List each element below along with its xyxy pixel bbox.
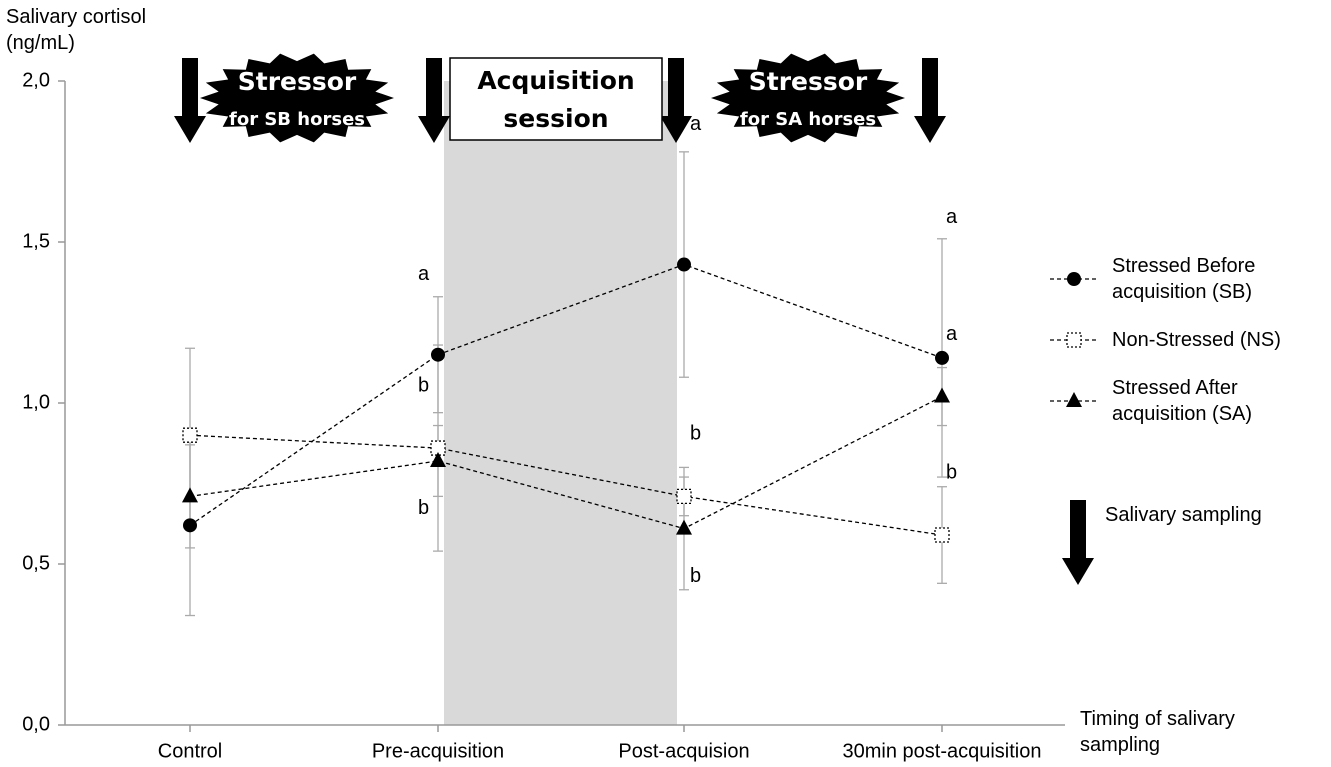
significance-letter: a [946, 323, 958, 345]
acquisition-box [449, 57, 663, 141]
y-tick-label: 0,5 [22, 552, 50, 574]
sampling-arrow [660, 58, 692, 143]
point [676, 519, 692, 535]
y-tick-label: 2,0 [22, 69, 50, 91]
significance-letter: a [418, 263, 430, 285]
point [430, 451, 446, 467]
banner-text: Stressor [749, 67, 868, 96]
point [183, 518, 197, 533]
significance-letter: b [690, 423, 701, 445]
stressor-burst [200, 53, 394, 143]
significance-letter: a [690, 113, 702, 135]
y-tick-label: 0,0 [22, 713, 50, 735]
sampling-arrow [418, 58, 450, 143]
significance-letter: a [946, 206, 958, 228]
legend-label: Non-Stressed (NS) [1112, 329, 1281, 351]
series-line [189, 263, 943, 526]
x-tick-label: Control [158, 740, 222, 762]
banner-text: session [503, 104, 608, 133]
significance-letter: b [418, 374, 429, 396]
x-tick-label: 30min post-acquisition [843, 740, 1042, 762]
sampling-arrow [1062, 500, 1094, 585]
point [182, 487, 198, 503]
x-axis-label: Timing of salivary sampling [1080, 708, 1235, 756]
banner-text: for SA horses [740, 109, 876, 130]
banner-text: for SB horses [229, 109, 365, 130]
y-tick-label: 1,0 [22, 391, 50, 413]
point [934, 387, 950, 403]
legend-marker [1066, 332, 1082, 348]
y-tick-label: 1,5 [22, 230, 50, 252]
legend-marker [1066, 392, 1082, 407]
decorations [174, 53, 1094, 585]
acquisition-shade [444, 81, 677, 725]
legend-label: Stressed After acquisition (SA) [1112, 377, 1253, 425]
series-line [189, 395, 943, 530]
point [677, 257, 691, 272]
significance-letter: b [418, 497, 429, 519]
legend-marker [1067, 272, 1081, 286]
legend-label: Salivary sampling [1105, 504, 1262, 526]
banner-text: Stressor [238, 67, 357, 96]
x-tick-label: Post-acquision [618, 740, 749, 762]
point [430, 440, 446, 456]
point [431, 347, 445, 362]
stressor-burst [711, 53, 905, 143]
banner-text: Acquisition [477, 66, 634, 95]
legend-label: Stressed Before acquisition (SB) [1112, 255, 1256, 303]
y-axis-label: Salivary cortisol (ng/mL) [6, 6, 147, 54]
sampling-arrow [914, 58, 946, 143]
sampling-arrow [174, 58, 206, 143]
significance-letter: b [690, 565, 701, 587]
point [182, 427, 198, 443]
x-tick-label: Pre-acquisition [372, 740, 504, 762]
point [935, 350, 949, 365]
significance-letter: b [946, 461, 957, 483]
point [676, 488, 692, 505]
point [934, 527, 950, 543]
series-line [189, 434, 943, 536]
